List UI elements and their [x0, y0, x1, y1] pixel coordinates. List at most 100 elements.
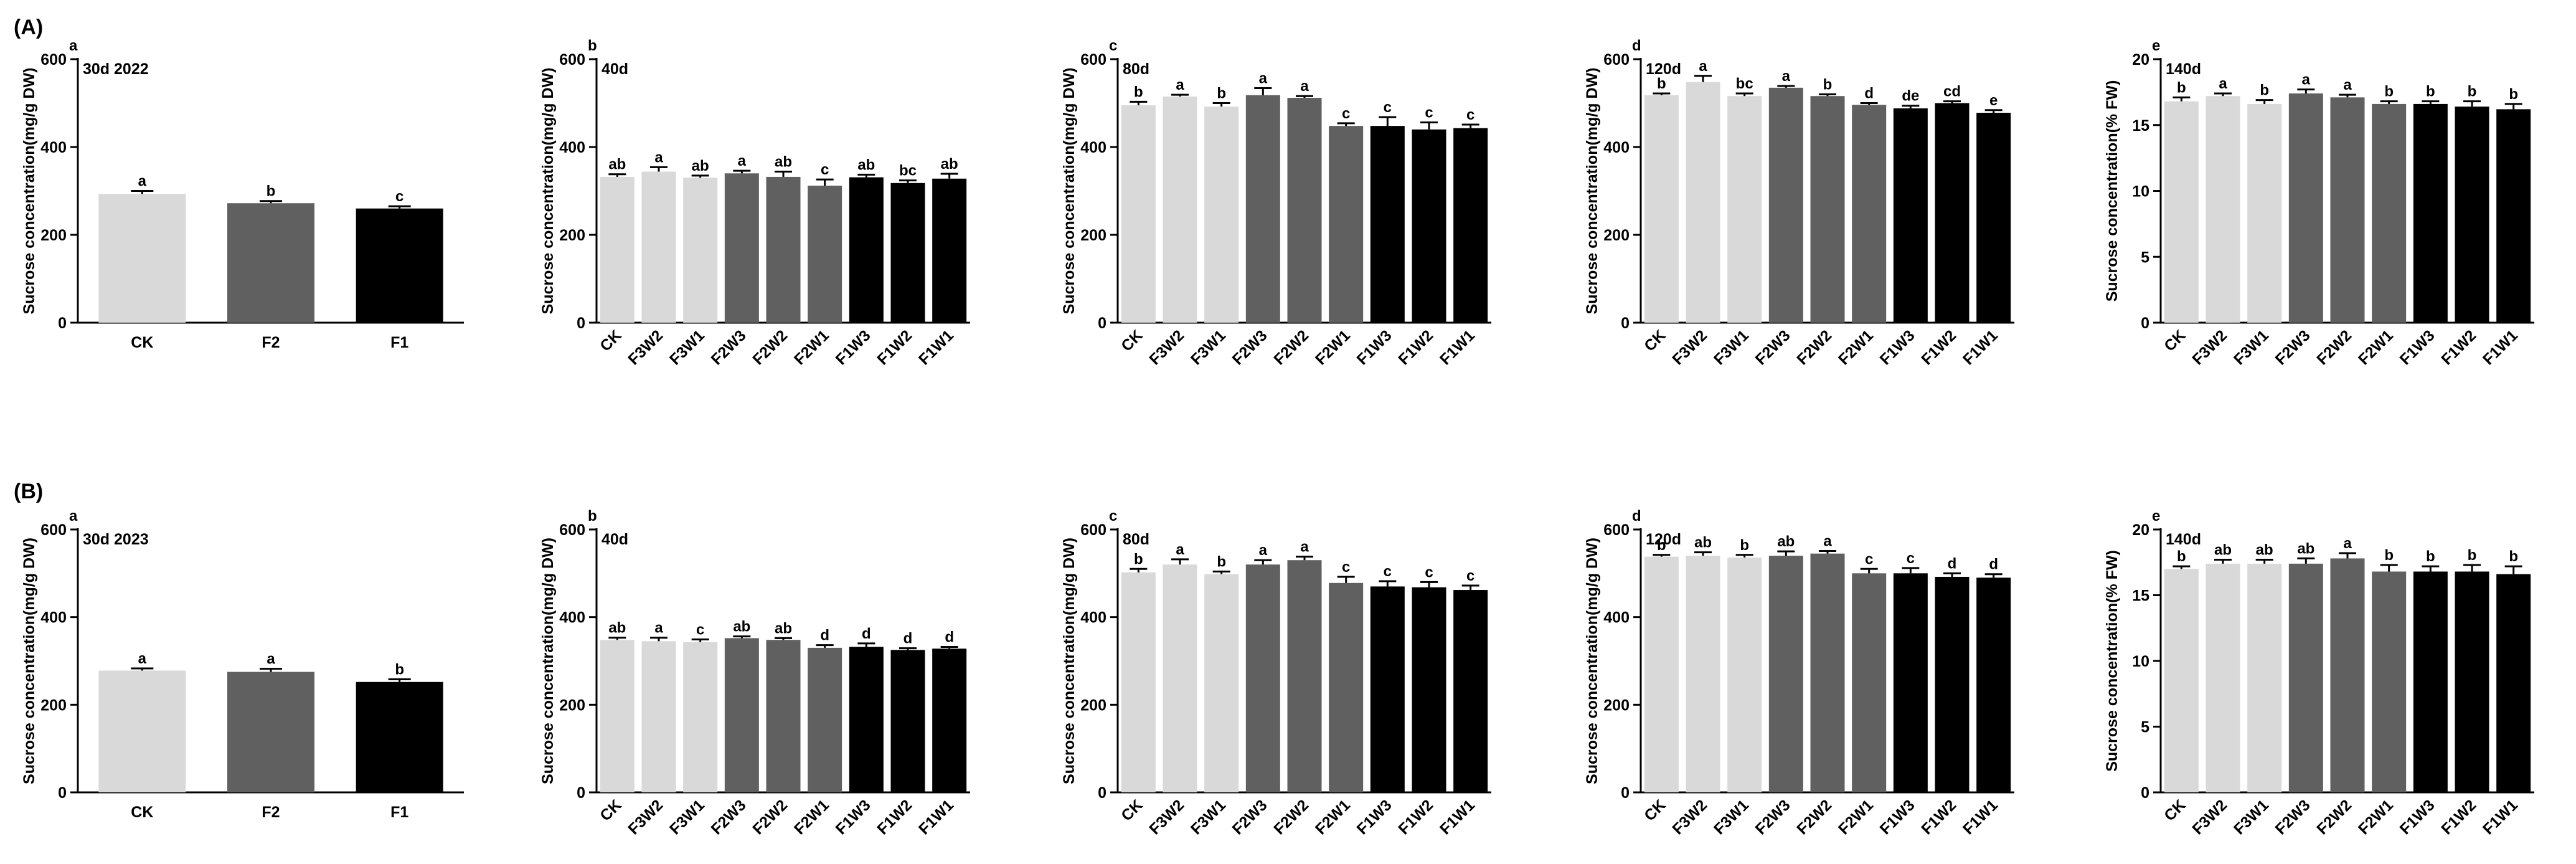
bar-f2 [227, 203, 314, 323]
x-tick-label: F2W2 [1793, 796, 1835, 838]
y-tick-label: 0 [577, 784, 585, 802]
x-tick-label: CK [597, 326, 625, 354]
bar-f1w2 [2455, 571, 2489, 792]
bar-ck [1121, 572, 1156, 792]
x-tick-label: F1W2 [1918, 326, 1960, 368]
bar-ck [1121, 105, 1156, 323]
significance-letter: b [1740, 537, 1749, 554]
x-tick-label: F1 [390, 804, 408, 821]
bar-ck [2164, 569, 2199, 792]
bar-f2w3 [724, 173, 759, 323]
significance-letter: a [1300, 78, 1309, 95]
bar-f1w1 [1976, 577, 2011, 792]
significance-letter: b [2468, 83, 2477, 100]
significance-letter: a [1176, 77, 1184, 93]
bar-f1w1 [932, 178, 967, 323]
significance-letter: b [2177, 79, 2186, 96]
bar-f2w3 [1768, 556, 1803, 792]
x-tick-label: F1W1 [1960, 326, 2001, 368]
bar-f1w3 [1370, 586, 1405, 792]
panel-title: 40d [602, 531, 628, 548]
significance-letter: a [2219, 75, 2227, 92]
panel-title: 120d [1646, 60, 1681, 78]
significance-letter: c [1907, 550, 1915, 567]
x-tick-label: F1W3 [833, 796, 874, 838]
x-tick-label: F3W1 [1187, 326, 1229, 368]
bar-f2w1 [2372, 571, 2407, 792]
y-axis-label: Sucrose concentration(mg/g DW) [1060, 68, 1078, 315]
significance-letter: c [821, 161, 829, 178]
significance-letter: a [1823, 533, 1832, 549]
bar-f2w3 [1245, 564, 1280, 792]
panel-title: 80d [1123, 531, 1149, 548]
x-tick-label: F2W1 [1312, 326, 1354, 368]
significance-letter: a [2343, 77, 2352, 93]
y-tick-label: 600 [1080, 521, 1106, 539]
significance-letter: c [1466, 107, 1474, 123]
x-tick-label: F1W1 [1437, 326, 1478, 368]
y-tick-label: 400 [40, 609, 67, 627]
bar-f3w2 [2206, 96, 2240, 323]
bar-f3w2 [1686, 82, 1720, 323]
bar-ck [600, 640, 635, 792]
y-tick-label: 0 [2141, 315, 2149, 332]
panel-letter: b [588, 508, 597, 525]
bar-f2w3 [724, 638, 759, 792]
x-tick-label: F2W3 [1229, 326, 1271, 368]
significance-letter: a [1782, 68, 1791, 85]
y-tick-label: 10 [2132, 653, 2149, 670]
y-tick-label: 400 [1603, 609, 1630, 627]
significance-letter: d [862, 625, 871, 642]
x-tick-label: CK [597, 796, 625, 824]
bar-f3w1 [1204, 574, 1239, 792]
bar-f2w3 [1245, 95, 1280, 323]
bar-f1w2 [1935, 103, 1970, 323]
x-tick-label: F3W2 [625, 326, 666, 368]
panel-title: 120d [1646, 531, 1681, 548]
y-tick-label: 400 [559, 609, 585, 627]
x-tick-label: F1W2 [1918, 796, 1960, 838]
y-tick-label: 600 [1080, 51, 1106, 69]
bar-f1w1 [2496, 109, 2531, 323]
bar-f2w2 [1810, 96, 1845, 323]
x-tick-label: F2W3 [708, 796, 750, 838]
x-tick-label: CK [131, 804, 153, 821]
significance-letter: a [1259, 542, 1268, 559]
significance-letter: b [1657, 537, 1666, 554]
x-tick-label: F2W3 [2272, 796, 2314, 838]
significance-letter: e [1989, 92, 1998, 109]
y-tick-label: 600 [1603, 521, 1630, 539]
bar-f2w2 [766, 176, 801, 323]
y-tick-label: 200 [40, 696, 67, 714]
x-tick-label: F3W1 [666, 796, 708, 838]
significance-letter: a [654, 620, 663, 637]
bar-f2w3 [2288, 563, 2323, 792]
x-tick-label: F2W1 [1835, 796, 1877, 838]
x-tick-label: F1W2 [1395, 796, 1437, 838]
x-tick-label: F1W2 [874, 326, 915, 368]
y-tick-label: 600 [1603, 51, 1630, 69]
bar-f2w1 [1329, 582, 1364, 792]
significance-letter: a [738, 153, 747, 169]
bar-ck [98, 670, 186, 792]
panel-letter: c [1109, 37, 1117, 54]
x-tick-label: F2W3 [1752, 326, 1794, 368]
bar-f1w2 [1935, 576, 1970, 792]
chart-panel-b-e: e 140d 0 5 10 15 20 Sucrose concentration(% FW)… [2103, 508, 2534, 838]
significance-letter: bc [899, 163, 917, 179]
x-tick-label: F2 [262, 334, 280, 351]
bar-f3w1 [1204, 107, 1239, 323]
significance-letter: d [945, 629, 954, 645]
x-tick-label: F3W1 [666, 326, 708, 368]
y-tick-label: 0 [58, 315, 67, 332]
x-tick-label: F2W3 [2272, 326, 2314, 368]
x-tick-label: F1W2 [2438, 796, 2479, 838]
x-tick-label: F1W3 [2397, 796, 2438, 838]
x-tick-label: F2W1 [791, 796, 833, 838]
bar-f2w1 [1852, 105, 1887, 323]
significance-letter: ab [857, 156, 875, 173]
significance-letter: b [1217, 554, 1226, 571]
x-tick-label: F3W1 [1187, 796, 1229, 838]
